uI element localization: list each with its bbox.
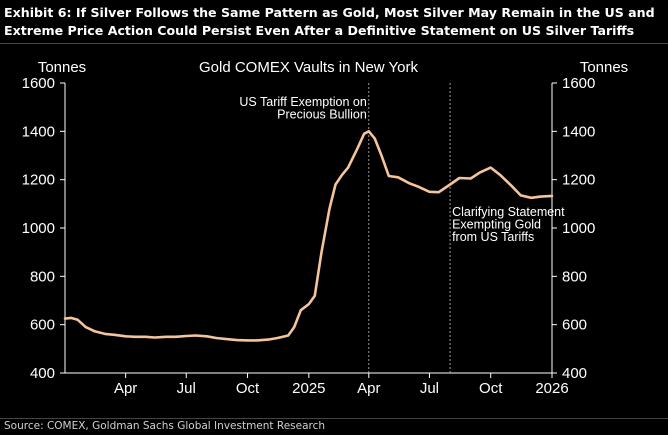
annotation-text: Exempting Gold xyxy=(452,218,541,232)
y-tick-label-right: 1600 xyxy=(562,75,595,92)
exhibit-header: Exhibit 6: If Silver Follows the Same Pa… xyxy=(4,4,664,40)
y-axis-title-right: Tonnes xyxy=(580,59,628,76)
annotation-text: US Tariff Exemption on xyxy=(239,95,366,109)
x-tick-label: 2025 xyxy=(292,380,325,397)
annotation-text: Clarifying Statement xyxy=(452,205,565,219)
y-tick-label-right: 1200 xyxy=(562,172,595,189)
y-tick-label-left: 1400 xyxy=(22,123,55,140)
y-tick-label-left: 1000 xyxy=(22,220,55,237)
x-tick-label: Apr xyxy=(357,380,380,397)
x-tick-label: Jul xyxy=(420,380,439,397)
header-divider xyxy=(0,43,668,44)
exhibit-title-line-1: Exhibit 6: If Silver Follows the Same Pa… xyxy=(4,5,655,20)
y-tick-label-left: 400 xyxy=(30,365,55,382)
x-tick-label: Oct xyxy=(479,380,503,397)
y-tick-label-right: 1000 xyxy=(562,220,595,237)
y-axis-title-left: Tonnes xyxy=(38,59,86,76)
y-tick-label-left: 800 xyxy=(30,268,55,285)
x-tick-label: Oct xyxy=(236,380,260,397)
footer-divider xyxy=(0,418,668,419)
y-tick-label-right: 1400 xyxy=(562,123,595,140)
y-tick-label-right: 800 xyxy=(562,268,587,285)
source-note: Source: COMEX, Goldman Sachs Global Inve… xyxy=(4,420,326,432)
y-tick-label-right: 400 xyxy=(562,365,587,382)
exhibit-title-line-2: Extreme Price Action Could Persist Even … xyxy=(4,23,635,38)
x-tick-label: 2026 xyxy=(535,380,568,397)
annotation-text: from US Tariffs xyxy=(452,230,534,244)
x-tick-label: Jul xyxy=(177,380,196,397)
annotation-text: Precious Bullion xyxy=(277,108,367,122)
y-tick-label-left: 1600 xyxy=(22,75,55,92)
y-tick-label-right: 600 xyxy=(562,317,587,334)
chart-title: Gold COMEX Vaults in New York xyxy=(199,59,418,76)
y-tick-label-left: 1200 xyxy=(22,172,55,189)
vault-holdings-line xyxy=(63,130,554,342)
vault-holdings-chart: Gold COMEX Vaults in New York Tonnes Tonne… xyxy=(22,59,629,397)
x-tick-label: Apr xyxy=(114,380,137,397)
y-tick-label-left: 600 xyxy=(30,317,55,334)
